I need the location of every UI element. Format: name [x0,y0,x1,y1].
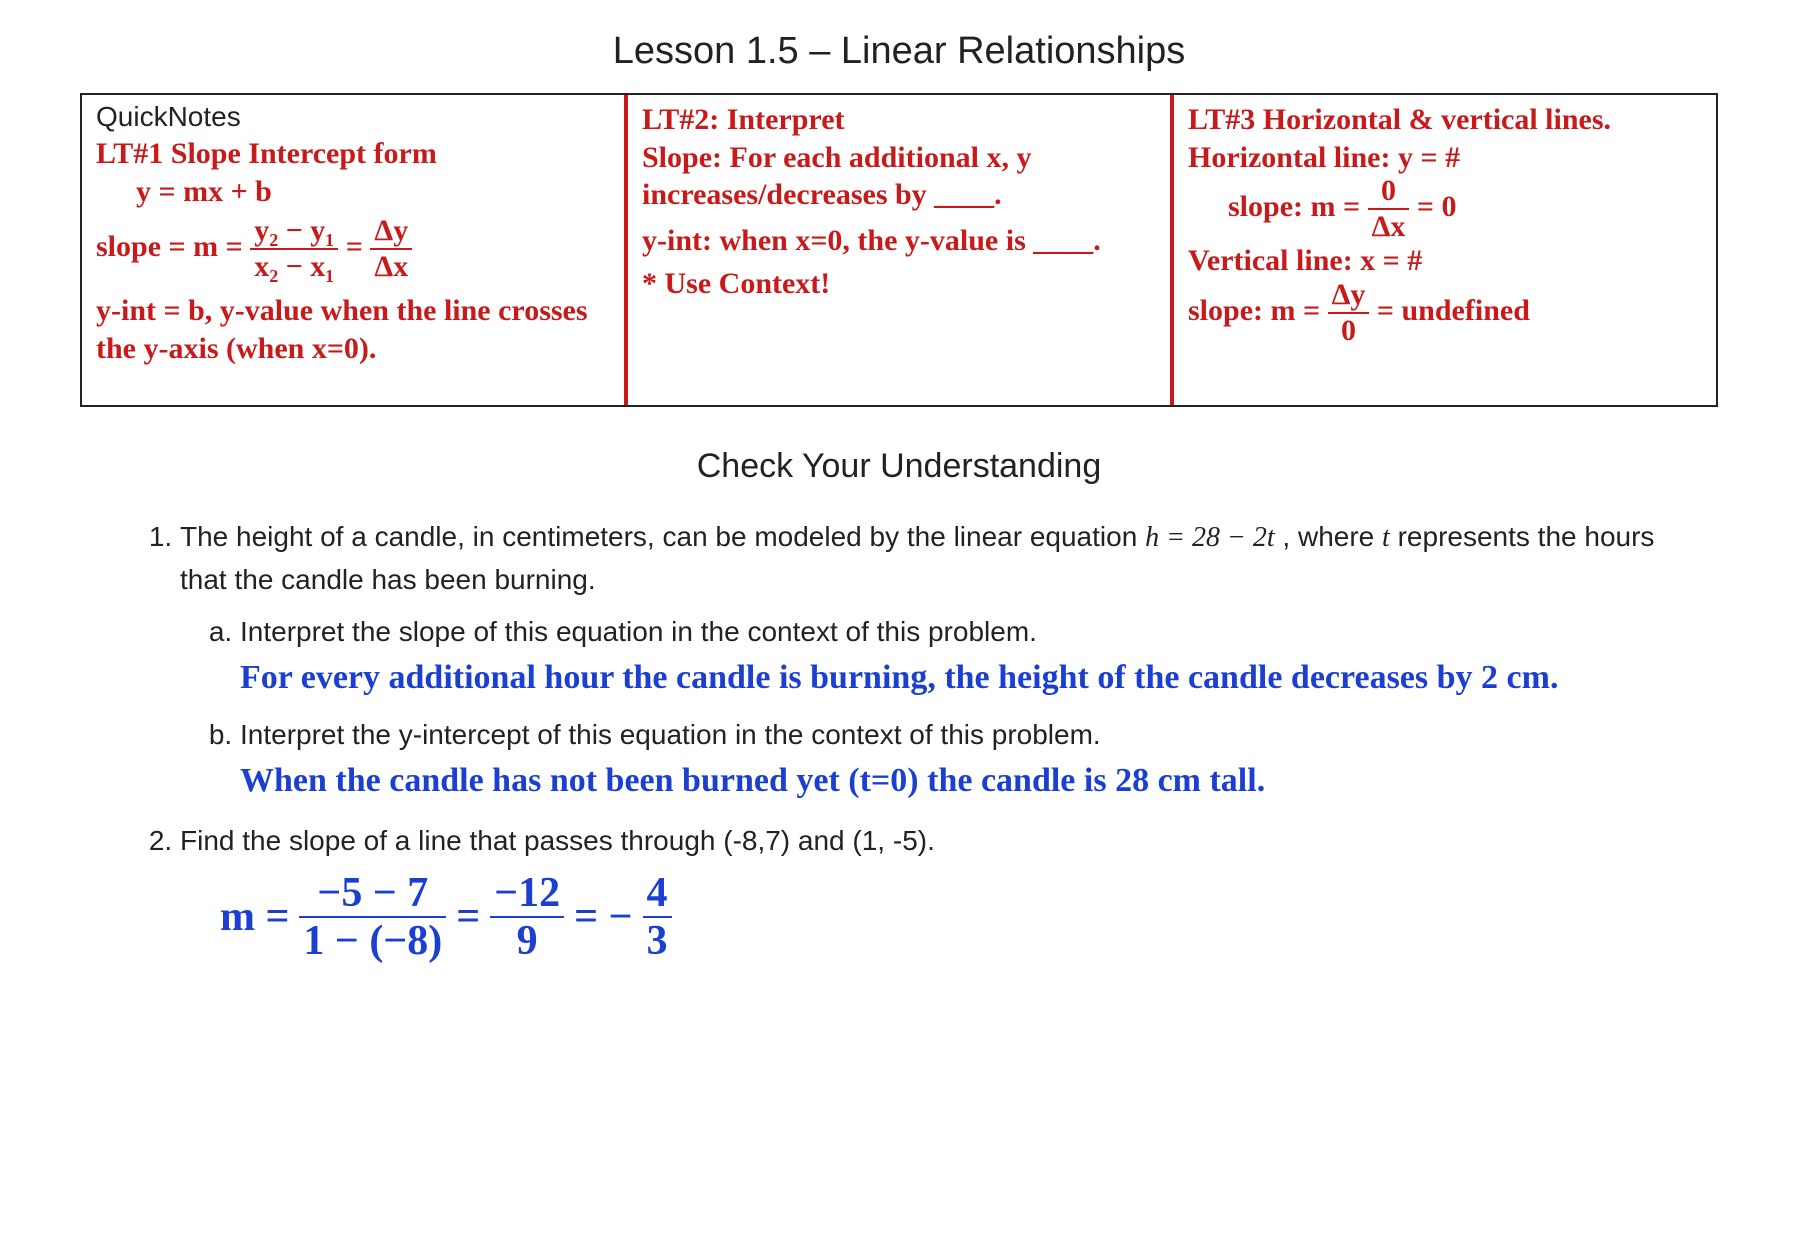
q2-frac-2: −12 9 [490,872,564,962]
check-understanding-title: Check Your Understanding [80,447,1718,486]
lt3-vert: Vertical line: x = # [1188,242,1702,280]
slope-label: slope = m = [96,230,243,263]
frac-bot: x₂ − x₁ [250,250,338,282]
equals: = [346,230,363,263]
q1b-answer: When the candle has not been burned yet … [240,760,1678,803]
undefined: = undefined [1377,293,1530,326]
problem-1a: Interpret the slope of this equation in … [240,611,1678,700]
lt2-slope-interp: Slope: For each additional x, y increase… [642,139,1156,214]
frac-top: 0 [1368,176,1410,210]
q2-frac-1: −5 − 7 1 − (−8) [299,872,446,962]
q1-text-b: , where [1282,521,1382,552]
eq: = [456,891,480,944]
frac-bot: 0 [1328,314,1370,346]
eq-neg: = − [574,891,632,944]
label: slope: m = [1188,293,1320,326]
frac-top: 4 [643,872,672,918]
lt3-vert-slope: slope: m = Δy 0 = undefined [1188,280,1702,346]
q1a-prompt: Interpret the slope of this equation in … [240,616,1037,647]
frac-bot: 1 − (−8) [299,918,446,962]
q1-text-a: The height of a candle, in centimeters, … [180,521,1145,552]
q1-var: t [1382,522,1390,553]
quicknotes-label: QuickNotes [96,101,610,133]
lt2-yint-interp: y-int: when x=0, the y-value is ____. [642,222,1156,260]
frac-bot: 9 [490,918,564,962]
problem-1b: Interpret the y-intercept of this equati… [240,714,1678,803]
lesson-title: Lesson 1.5 – Linear Relationships [80,30,1718,73]
lt3-horiz: Horizontal line: y = # [1188,139,1702,177]
label: slope: m = [1228,190,1360,223]
lt2-note: * Use Context! [642,265,1156,303]
q1b-prompt: Interpret the y-intercept of this equati… [240,719,1101,750]
lt1-yint: y-int = b, y-value when the line crosses… [96,292,610,367]
q1-equation: h = 28 − 2t [1145,522,1275,553]
lt3-heading: LT#3 Horizontal & vertical lines. [1188,101,1702,139]
frac-top: −12 [490,872,564,918]
vert-frac: Δy 0 [1328,280,1370,346]
frac-top: Δy [1328,280,1370,314]
horiz-frac: 0 Δx [1368,176,1410,242]
problem-2: Find the slope of a line that passes thr… [180,820,1678,962]
problem-1: The height of a candle, in centimeters, … [180,516,1678,802]
q2-frac-3: 4 3 [643,872,672,962]
eq-zero: = 0 [1417,190,1457,223]
lt1-eq: y = mx + b [136,173,610,211]
quicknotes-box: QuickNotes LT#1 Slope Intercept form y =… [80,93,1718,407]
frac-top: y₂ − y₁ [250,216,338,250]
frac-bot: Δx [370,250,412,282]
quicknotes-col-2: LT#2: Interpret Slope: For each addition… [624,95,1170,405]
m-equals: m = [220,891,289,944]
frac-top: −5 − 7 [299,872,446,918]
lt1-heading: LT#1 Slope Intercept form [96,135,610,173]
frac-top: Δy [370,216,412,250]
quicknotes-col-3: LT#3 Horizontal & vertical lines. Horizo… [1170,95,1716,405]
quicknotes-col-1: QuickNotes LT#1 Slope Intercept form y =… [82,95,624,405]
lt1-slope-formula: slope = m = y₂ − y₁ x₂ − x₁ = Δy Δx [96,216,610,282]
frac-bot: Δx [1368,210,1410,242]
slope-frac-1: y₂ − y₁ x₂ − x₁ [250,216,338,282]
frac-bot: 3 [643,918,672,962]
q2-work: m = −5 − 7 1 − (−8) = −12 9 = − 4 3 [220,872,1678,962]
lt3-horiz-slope: slope: m = 0 Δx = 0 [1228,176,1702,242]
problems-section: The height of a candle, in centimeters, … [80,516,1718,962]
q2-prompt: Find the slope of a line that passes thr… [180,825,935,856]
lt2-heading: LT#2: Interpret [642,101,1156,139]
slope-frac-2: Δy Δx [370,216,412,282]
q1a-answer: For every additional hour the candle is … [240,657,1678,700]
